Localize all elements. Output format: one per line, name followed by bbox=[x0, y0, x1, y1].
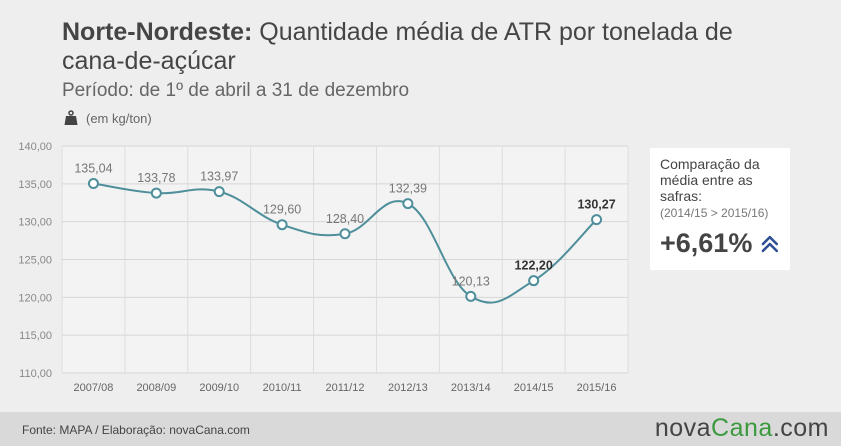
title-text: Quantidade média de ATR por tonelada de bbox=[259, 18, 733, 46]
data-point bbox=[213, 186, 225, 198]
brand-name: Cana bbox=[711, 414, 773, 442]
data-label: 129,60 bbox=[263, 203, 301, 217]
unit-text: (em kg/ton) bbox=[86, 110, 152, 126]
x-tick-label: 2007/08 bbox=[74, 382, 114, 394]
data-label: 122,20 bbox=[515, 259, 553, 273]
data-label: 128,40 bbox=[326, 212, 364, 226]
comparison-card: Comparação da média entre as safras: (20… bbox=[650, 148, 790, 270]
data-label: 132,39 bbox=[389, 182, 427, 196]
x-tick-label: 2008/09 bbox=[136, 382, 176, 394]
brand-prefix: nova bbox=[654, 414, 712, 442]
x-tick-label: 2010/11 bbox=[263, 382, 302, 394]
data-point bbox=[465, 290, 477, 302]
unit-label: (em kg/ton) bbox=[64, 110, 152, 126]
y-tick-label: 115,00 bbox=[19, 330, 52, 342]
data-point bbox=[87, 178, 99, 190]
line-chart: 110,00 115,00 120,00 125,00 130,00 135,00 140,… bbox=[18, 141, 629, 394]
data-point bbox=[402, 198, 414, 210]
y-tick-label: 110,00 bbox=[19, 368, 52, 380]
y-tick-label: 135,00 bbox=[18, 179, 52, 191]
data-point bbox=[150, 187, 162, 199]
data-label: 135,04 bbox=[74, 162, 112, 176]
title-region: Norte-Nordeste: bbox=[62, 18, 253, 46]
source-text: Fonte: MAPA / Elaboração: novaCana.com bbox=[22, 423, 250, 437]
weight-icon bbox=[64, 110, 78, 125]
y-tick-label: 125,00 bbox=[18, 255, 52, 267]
x-tick-label: 2009/10 bbox=[199, 382, 239, 394]
x-tick-label: 2012/13 bbox=[388, 382, 428, 394]
chart-subtitle: Período: de 1º de abril a 31 de dezembro bbox=[62, 80, 410, 101]
comparison-range: (2014/15 > 2015/16) bbox=[660, 206, 769, 220]
data-label: 133,78 bbox=[137, 171, 175, 185]
comparison-title-line2: média entre as bbox=[660, 172, 753, 188]
y-tick-label: 120,00 bbox=[18, 292, 52, 304]
comparison-title-line1: Comparação da bbox=[660, 156, 760, 172]
x-tick-label: 2014/15 bbox=[514, 382, 554, 394]
x-tick-label: 2011/12 bbox=[326, 382, 365, 394]
data-label: 120,13 bbox=[452, 274, 490, 288]
y-tick-label: 130,00 bbox=[18, 217, 52, 229]
title-text-line2: cana-de-açúcar bbox=[62, 47, 236, 75]
data-label: 133,97 bbox=[200, 170, 238, 184]
series-line bbox=[93, 182, 598, 304]
data-label: 130,27 bbox=[577, 198, 615, 212]
y-tick-label: 140,00 bbox=[18, 141, 52, 153]
x-tick-label: 2015/16 bbox=[577, 382, 617, 394]
chart-title: Norte-Nordeste: Quantidade média de ATR … bbox=[62, 18, 802, 76]
double-chevron-up-icon bbox=[762, 235, 779, 252]
brand-logo: novaCana.com bbox=[655, 414, 829, 443]
brand-suffix: .com bbox=[772, 414, 829, 442]
footer: Fonte: MAPA / Elaboração: novaCana.com n… bbox=[0, 412, 841, 446]
data-point bbox=[339, 228, 351, 240]
data-point bbox=[528, 275, 540, 287]
data-point bbox=[591, 214, 603, 226]
x-tick-label: 2013/14 bbox=[451, 382, 491, 394]
comparison-title-line3: safras: bbox=[660, 188, 703, 204]
comparison-value: +6,61% bbox=[660, 228, 753, 258]
data-point bbox=[276, 219, 288, 231]
